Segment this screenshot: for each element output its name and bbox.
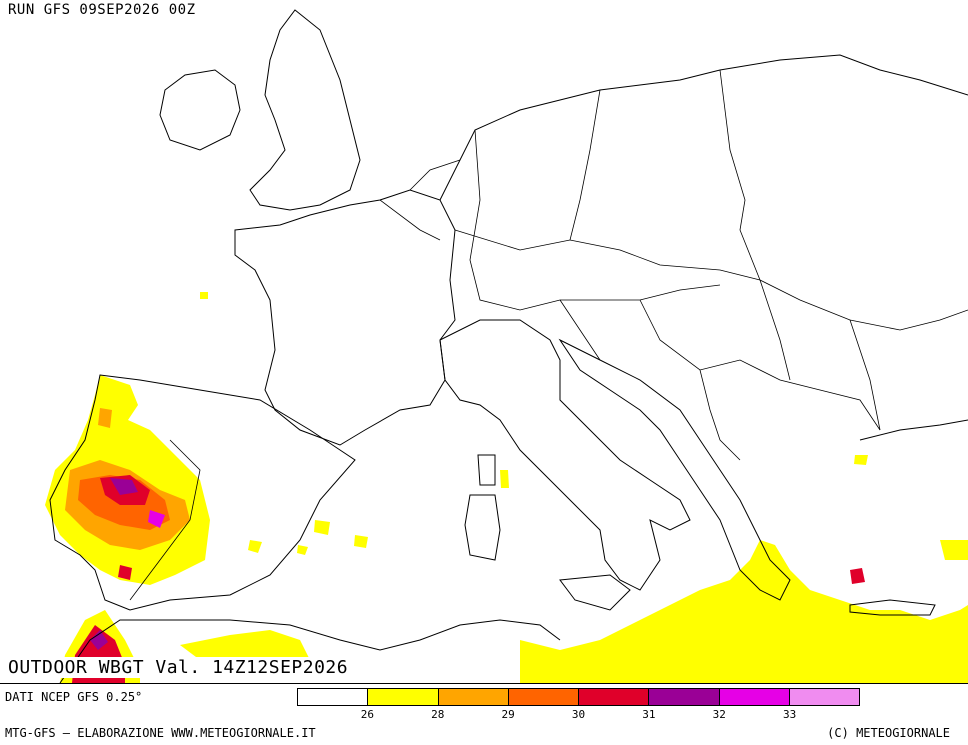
map-canvas[interactable]: RUN GFS 09SEP2026 00Z OUTDOOR WBGT Val. …	[0, 0, 968, 684]
legend-tick-label: 33	[783, 708, 797, 721]
legend-color-box	[649, 689, 720, 705]
legend-color-box	[719, 689, 790, 705]
wbgt-area-east-med	[520, 540, 968, 683]
run-label: RUN GFS 09SEP2026 00Z	[5, 2, 199, 18]
legend-color-box	[368, 689, 439, 705]
legend-tick-label: 26	[360, 708, 374, 721]
data-source-label: DATI NCEP GFS 0.25°	[5, 690, 143, 704]
legend-tick-label: 30	[571, 708, 586, 721]
legend-tick-label: 29	[501, 708, 515, 721]
valid-time-label: OUTDOOR WBGT Val. 14Z12SEP2026	[5, 657, 352, 678]
legend-color-box	[508, 689, 579, 705]
borders	[129, 69, 968, 601]
legend-color-box	[298, 689, 369, 705]
footer-copyright: (C) METEOGIORNALE	[827, 726, 950, 740]
legend-color-box	[579, 689, 650, 705]
legend-color-box	[438, 689, 509, 705]
legend-tick-label: 31	[642, 708, 656, 721]
legend-tick-label: 32	[712, 708, 726, 721]
wbgt-shading	[45, 292, 968, 683]
map-svg	[45, 9, 968, 683]
legend-tick-label: 28	[431, 708, 445, 721]
color-legend	[297, 688, 860, 706]
legend-color-box	[789, 689, 859, 705]
coastlines	[49, 9, 968, 683]
footer-credit: MTG-GFS — ELABORAZIONE WWW.METEOGIORNALE…	[5, 726, 316, 740]
